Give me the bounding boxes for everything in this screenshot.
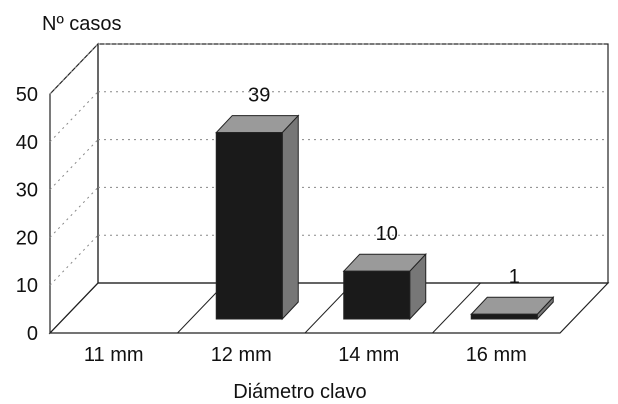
x-tick-label: 14 mm <box>338 344 399 366</box>
bar-side <box>281 114 299 321</box>
gridline-side <box>49 187 99 238</box>
bar-front <box>470 313 538 320</box>
y-tick-label: 20 <box>16 227 38 249</box>
gridline-side <box>49 139 99 190</box>
y-tick-label: 0 <box>27 323 38 345</box>
x-tick-label: 11 mm <box>84 344 144 366</box>
y-tick-label: 30 <box>16 180 38 202</box>
y-tick-label: 10 <box>16 275 38 297</box>
floor <box>48 282 610 334</box>
x-tick-label: 16 mm <box>466 344 527 366</box>
bar-front <box>215 132 283 320</box>
x-axis-title: Diámetro clavo <box>233 381 366 403</box>
y-tick-label: 50 <box>16 84 38 106</box>
bars <box>215 114 555 321</box>
y-tick-label: 40 <box>16 132 38 154</box>
data-label: 1 <box>509 266 520 288</box>
data-label: 39 <box>248 85 270 107</box>
gridline-side <box>49 91 99 143</box>
gridline-side <box>49 234 99 286</box>
floor-divider <box>432 282 481 334</box>
bar-12-mm <box>215 114 300 321</box>
chart-frame <box>48 42 610 335</box>
x-tick-label: 12 mm <box>211 344 272 366</box>
bar-front <box>343 270 411 320</box>
back-wall <box>97 43 609 284</box>
y-axis-title: Nº casos <box>42 13 122 35</box>
bar-16-mm <box>470 295 555 321</box>
bar-14-mm <box>342 252 427 321</box>
data-label: 10 <box>376 223 398 245</box>
gridlines <box>49 43 608 286</box>
tick-labels: 0 10 20 30 40 50 11 mm 12 mm 14 mm 16 mm <box>16 84 527 366</box>
data-labels: 39 10 1 <box>248 85 520 289</box>
